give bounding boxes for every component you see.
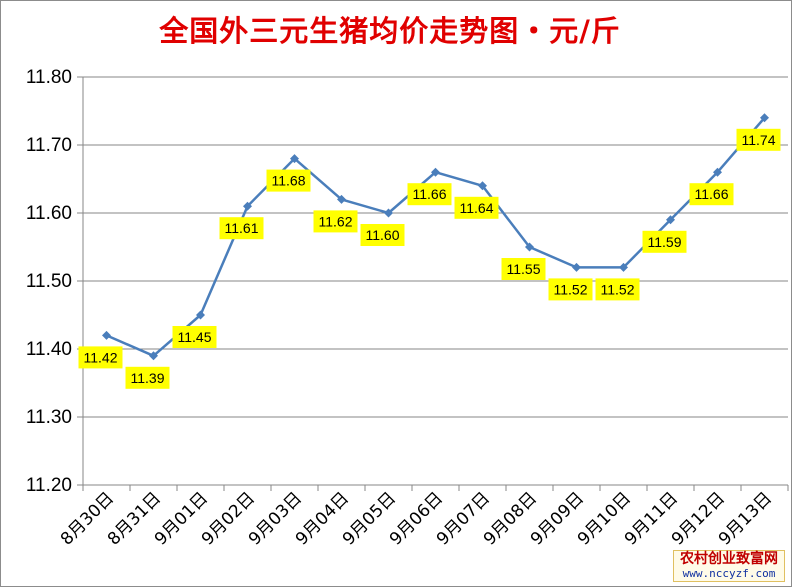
data-label: 11.52	[554, 281, 588, 297]
data-label: 11.74	[742, 132, 776, 148]
data-label-background	[595, 278, 640, 301]
data-label: 11.52	[601, 281, 635, 297]
data-label-background	[736, 128, 781, 151]
data-point	[196, 310, 205, 320]
y-tick-label: 11.30	[26, 407, 72, 428]
data-label-background	[548, 278, 593, 301]
data-point	[760, 113, 769, 123]
data-point	[384, 208, 393, 218]
data-point	[102, 330, 111, 340]
y-tick-label: 11.40	[26, 339, 72, 360]
data-label-background	[454, 196, 499, 219]
y-tick-label: 11.80	[26, 67, 72, 88]
y-tick-label: 11.20	[26, 475, 72, 496]
data-label-background	[125, 366, 170, 389]
data-label: 11.66	[413, 186, 447, 202]
data-point	[713, 167, 722, 177]
data-label-background	[313, 210, 358, 233]
data-point	[149, 351, 158, 361]
data-point	[525, 242, 534, 252]
data-label: 11.42	[84, 349, 118, 365]
data-point	[666, 215, 675, 225]
chart-title: 全国外三元生猪均价走势图・元/斤	[159, 14, 621, 48]
data-point	[478, 181, 487, 191]
data-point	[243, 201, 252, 211]
data-label-background	[360, 224, 405, 246]
data-label: 11.45	[178, 329, 212, 345]
y-tick-label: 11.70	[26, 135, 72, 156]
y-tick-label: 11.50	[26, 271, 72, 292]
data-label-background	[407, 183, 452, 206]
data-label: 11.60	[366, 227, 400, 243]
data-label: 11.59	[648, 234, 682, 250]
watermark-site-name: 农村创业致富网	[680, 551, 778, 567]
data-label: 11.39	[131, 370, 165, 386]
data-point	[337, 194, 346, 204]
data-point	[619, 262, 628, 272]
data-label: 11.66	[695, 186, 729, 202]
x-tick-label: 9月13日	[715, 488, 776, 549]
data-label: 11.55	[507, 261, 541, 277]
data-point	[572, 262, 581, 272]
data-label: 11.62	[319, 213, 353, 229]
data-point	[431, 167, 440, 177]
data-label-background	[642, 230, 687, 253]
data-label-background	[501, 258, 546, 280]
watermark-url: www.nccyzf.com	[682, 567, 776, 580]
data-label-background	[78, 346, 123, 369]
data-label: 11.68	[272, 173, 306, 189]
watermark-logo: 农村创业致富网 www.nccyzf.com	[673, 550, 785, 582]
data-label-background	[219, 217, 264, 240]
data-point	[290, 154, 299, 164]
data-label-background	[172, 326, 217, 348]
data-label: 11.64	[460, 200, 494, 216]
data-label-background	[266, 169, 311, 192]
y-tick-label: 11.60	[26, 203, 72, 224]
data-label-background	[689, 183, 734, 206]
data-label: 11.61	[225, 220, 259, 236]
